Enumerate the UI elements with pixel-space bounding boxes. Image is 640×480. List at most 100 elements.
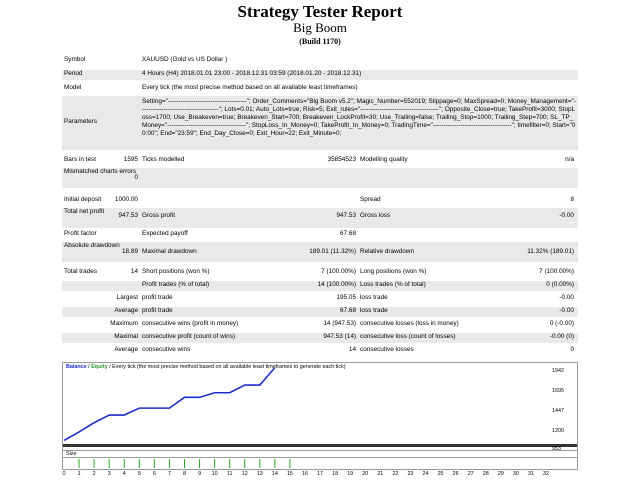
x-tick-label: 19 <box>347 471 354 477</box>
avg-consecutive-row: Average consecutive wins 14 consecutive … <box>62 346 578 356</box>
drawdown-row: Absolute drawdown 18.89 Maximal drawdown… <box>62 242 578 262</box>
avg2-label: Average <box>114 346 138 353</box>
x-tick-label: 0 <box>62 471 66 477</box>
series-line-balance <box>63 367 276 442</box>
model-value: Every tick (the most precise method base… <box>142 84 358 91</box>
symbol-value: XAUUSD (Gold vs US Dollar ) <box>142 56 228 63</box>
average-profit-label: profit trade <box>142 307 173 314</box>
largest-loss-label: loss trade <box>360 294 388 301</box>
x-tick-label: 24 <box>422 471 429 477</box>
largest-loss-value: -0.00 <box>559 294 574 301</box>
x-tick-label: 23 <box>407 471 414 477</box>
parameters-row: Parameters Setting="--------------------… <box>62 96 578 150</box>
x-tick-label: 4 <box>122 471 126 477</box>
payoff-label: Expected payoff <box>142 230 188 237</box>
legend-separator: / <box>86 364 92 370</box>
x-tick-label: 22 <box>392 471 399 477</box>
x-tick-label: 29 <box>497 471 504 477</box>
x-tick-label: 20 <box>362 471 369 477</box>
reldd-label: Relative drawdown <box>360 248 414 255</box>
chart-legend: Balance / Equity / Every tick (the most … <box>66 364 346 370</box>
volume-bar <box>244 459 246 468</box>
deposit-row: Initial deposit 1000.00 Spread 8 <box>62 196 578 206</box>
symbol-label: Symbol <box>64 56 86 63</box>
trades-label: Total trades <box>64 268 98 275</box>
x-tick-label: 25 <box>437 471 444 477</box>
absdd-label: Absolute drawdown <box>64 242 120 249</box>
mismatch-value: 0 <box>134 174 138 181</box>
x-tick-label: 28 <box>482 471 489 477</box>
payoff-value: 67.68 <box>340 230 356 237</box>
y-tick-label: 1695 <box>552 388 564 394</box>
max-cwins-value: 14 (947.53) <box>323 320 356 327</box>
profit-trades-label: Profit trades (% of total) <box>142 281 210 288</box>
maximum-row: Maximum consecutive wins (profit in mone… <box>62 320 578 330</box>
x-tick-label: 14 <box>271 471 278 477</box>
model-label: Model <box>64 84 82 91</box>
loss-trades-value: 0 (0.00%) <box>546 281 574 288</box>
maximal-label: Maximal <box>114 333 138 340</box>
x-tick-label: 30 <box>512 471 519 477</box>
volume-bar <box>259 459 261 468</box>
y-tick-label: 953 <box>552 446 561 452</box>
bars-label: Bars in test <box>64 156 96 163</box>
spread-value: 8 <box>570 196 574 203</box>
avg-closses-label: consecutive losses <box>360 346 414 353</box>
x-tick-label: 7 <box>167 471 171 477</box>
x-tick-label: 15 <box>286 471 293 477</box>
legend-equity: Equity <box>91 364 108 370</box>
x-tick-label: 11 <box>226 471 233 477</box>
balance-chart-plot <box>63 367 577 468</box>
max-cwins-label: consecutive wins (profit in money) <box>142 320 239 327</box>
mismatch-row: Mismatched charts errors 0 <box>62 168 578 188</box>
profit-trades-value: 14 (100.00%) <box>317 281 356 288</box>
x-tick-label: 8 <box>183 471 186 477</box>
deposit-label: Initial deposit <box>64 196 102 203</box>
reldd-value: 11.32% (189.01) <box>527 248 574 255</box>
volume-bar <box>214 459 216 468</box>
netprofit-value: 947.53 <box>118 212 138 219</box>
maximal-cprofit-label: consecutive profit (count of wins) <box>142 333 236 340</box>
period-row: Period 4 Hours (H4) 2018.01.01 23:00 - 2… <box>62 70 578 80</box>
loss-trades-label: Loss trades (% of total) <box>360 281 426 288</box>
volume-bar <box>168 459 170 468</box>
average-row: Average profit trade 67.68 loss trade -0… <box>62 307 578 317</box>
volume-bar <box>274 459 276 468</box>
netprofit-row: Total net profit 947.53 Gross profit 947… <box>62 208 578 228</box>
x-tick-label: 2 <box>92 471 96 477</box>
volume-bar <box>184 459 185 468</box>
report-subtitle: Big Boom <box>293 20 347 35</box>
size-panel <box>62 450 578 470</box>
short-value: 7 (100.00%) <box>321 268 356 275</box>
average-loss-value: -0.00 <box>559 307 574 314</box>
grossloss-value: -0.00 <box>559 212 574 219</box>
x-tick-label: 9 <box>198 471 202 477</box>
trades-value: 14 <box>130 268 138 275</box>
x-tick-label: 31 <box>527 471 534 477</box>
volume-bar <box>138 459 140 468</box>
avg-closses-value: 0 <box>570 346 574 353</box>
volume-bar <box>123 459 125 468</box>
maximal-closs-value: -0.00 (0) <box>549 333 574 340</box>
y-tick-label: 1447 <box>552 408 564 414</box>
ticks-label: Ticks modelled <box>142 156 185 163</box>
bars-row: Bars in test 1595 Ticks modelled 3585452… <box>62 156 578 166</box>
average-label: Average <box>114 307 138 314</box>
period-value: 4 Hours (H4) 2018.01.01 23:00 - 2018.12.… <box>142 70 362 77</box>
pf-label: Profit factor <box>64 230 97 237</box>
maximum-label: Maximum <box>110 320 138 327</box>
x-tick-label: 12 <box>241 471 248 477</box>
volume-bar <box>229 459 231 468</box>
size-label: Size <box>66 451 77 457</box>
x-tick-label: 13 <box>256 471 263 477</box>
ticks-value: 35854523 <box>327 156 356 163</box>
x-tick-label: 17 <box>317 471 324 477</box>
maximal-cprofit-value: 947.53 (14) <box>323 333 356 340</box>
volume-bar <box>93 459 95 468</box>
chart-baseline <box>63 444 577 447</box>
x-tick-label: 3 <box>107 471 111 477</box>
maximal-row: Maximal consecutive profit (count of win… <box>62 333 578 343</box>
period-label: Period <box>64 70 83 77</box>
x-tick-label: 21 <box>377 471 384 477</box>
parameters-value: Setting="-------------------------------… <box>142 98 576 137</box>
